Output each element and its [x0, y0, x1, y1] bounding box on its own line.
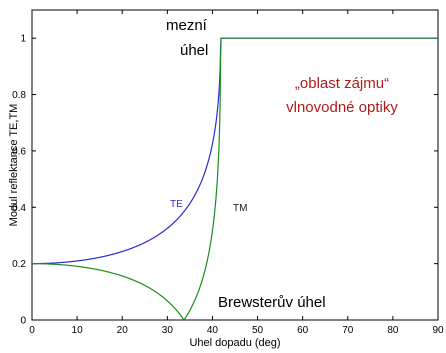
x-tick-label: 80 — [387, 325, 399, 336]
y-tick-label: 1 — [20, 34, 26, 45]
series-line-tm — [32, 37, 438, 321]
x-tick-label: 90 — [432, 325, 444, 336]
y-tick-label: 0.8 — [12, 90, 26, 101]
x-tick-label: 10 — [72, 325, 84, 336]
y-axis-ticks: 0 0.2 0.4 0.6 0.8 1 — [12, 34, 438, 327]
x-tick-label: 0 — [29, 325, 35, 336]
x-tick-label: 30 — [162, 325, 174, 336]
critical-angle-label-line1: mezní — [166, 17, 208, 34]
y-tick-label: 0.2 — [12, 259, 26, 270]
x-tick-label: 20 — [117, 325, 129, 336]
x-axis-ticks: 0 10 20 30 40 50 60 70 80 90 — [29, 10, 444, 336]
x-axis-label: Uhel dopadu (deg) — [189, 337, 280, 349]
y-tick-label: 0 — [20, 316, 26, 327]
series-label-te: TE — [170, 199, 183, 210]
plot-area — [31, 9, 439, 321]
x-tick-label: 50 — [252, 325, 264, 336]
y-axis-label: Modul reflektance TE,TM — [8, 104, 20, 227]
region-of-interest-line1: „oblast zájmu“ — [295, 75, 389, 92]
y-tick-label: 0.6 — [12, 146, 26, 157]
critical-angle-label-line2: úhel — [180, 42, 208, 59]
series-label-tm: TM — [233, 203, 247, 214]
region-of-interest-line2: vlnovodné optiky — [286, 99, 398, 116]
x-tick-label: 70 — [342, 325, 354, 336]
x-tick-label: 40 — [207, 325, 219, 336]
x-tick-label: 60 — [297, 325, 309, 336]
brewster-angle-label: Brewsterův úhel — [218, 294, 326, 311]
y-tick-label: 0.4 — [12, 203, 26, 214]
